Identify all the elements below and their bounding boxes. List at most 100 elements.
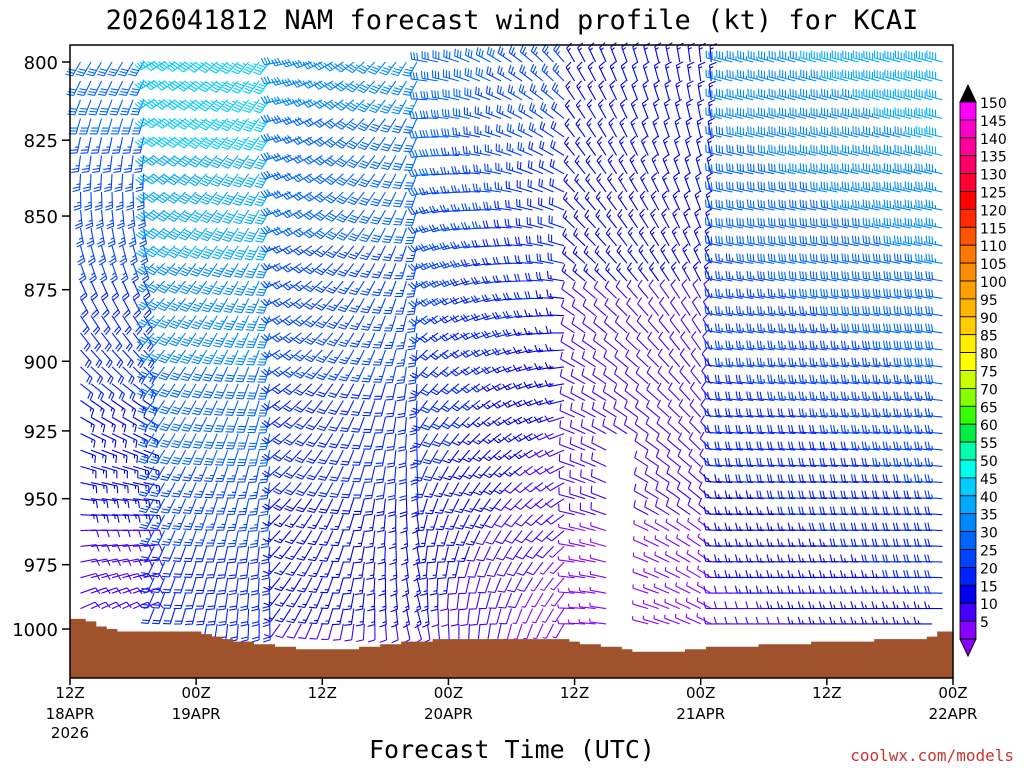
wind-barb [882,424,901,435]
wind-barb [233,245,250,261]
wind-barb [136,280,155,293]
wind-barb [329,449,344,465]
wind-barb [686,61,695,82]
wind-barb [670,279,681,299]
wind-barb [361,349,376,366]
wind-barb [80,366,93,385]
wind-barb [185,608,197,625]
wind-barb [685,117,693,138]
wind-barb [788,391,806,402]
wind-barb [335,136,355,149]
wind-barb [318,482,334,498]
wind-barb [747,69,764,82]
wind-barb [862,199,880,211]
wind-barb [534,308,554,317]
wind-barb [250,562,260,580]
wind-barb [360,298,376,314]
wind-barb [679,348,691,368]
wind-barb [436,530,449,547]
wind-barb [396,383,407,402]
wind-barb [904,199,922,211]
wind-barb [852,69,870,82]
wind-barb [691,296,702,316]
wind-barb [418,546,428,564]
wind-barb [180,383,197,399]
wind-barb [498,592,513,609]
wind-barb [883,340,901,351]
wind-barb [830,288,848,299]
wind-barb [863,69,880,82]
wind-barb [831,50,849,63]
wind-barb [101,498,120,509]
wind-barb [915,199,933,211]
colorbar-label: 80 [980,347,998,363]
wind-barb [439,204,459,213]
wind-barb [431,608,440,628]
wind-barb [735,474,754,484]
wind-barb [475,86,491,101]
wind-barb [80,482,98,494]
wind-barb [357,80,376,94]
wind-barb [735,374,754,385]
wind-barb [326,315,344,330]
wind-barb [391,623,399,644]
wind-barb [131,263,139,284]
wind-barb [149,498,166,514]
wind-barb [366,577,376,596]
wind-barb [664,61,672,82]
wind-barb [508,45,523,63]
wind-barb [799,253,817,264]
wind-barb [293,332,313,345]
wind-barb [653,615,670,625]
wind-barb [494,181,512,193]
wind-barb [840,474,859,484]
wind-barb [664,567,680,579]
wind-barb [653,599,670,610]
wind-barb [181,400,197,416]
wind-barb [271,280,292,290]
wind-barb [425,498,439,515]
wind-barb [101,416,116,433]
wind-barb [604,315,617,334]
wind-barb [422,449,439,465]
wind-barb [204,482,218,499]
wind-barb [809,323,827,334]
wind-barb [147,332,166,346]
wind-barb [257,383,271,400]
wind-barb [420,383,439,396]
wind-barb [757,144,775,157]
wind-barb [672,190,681,211]
wind-barb [789,181,806,193]
wind-barb [664,550,680,563]
wind-barb [672,172,681,193]
wind-barb [274,592,292,607]
wind-barb [260,349,281,359]
wind-barb [830,424,848,435]
wind-barb [497,577,512,593]
wind-barb [196,608,208,626]
wind-barb [111,465,128,479]
wind-barb [151,608,166,625]
wind-barb [778,199,796,211]
wind-barb [181,433,197,449]
y-tick-label: 925 [24,422,58,443]
wind-barb [831,107,849,120]
wind-barb [101,383,115,401]
wind-barb [666,432,681,451]
wind-barb [745,424,764,435]
wind-barb [799,235,817,247]
wind-barb [648,261,660,282]
colorbar-swatch [959,513,977,533]
wind-barb [295,498,313,513]
wind-barb [111,449,128,464]
wind-barb [777,474,796,484]
wind-barb [307,530,323,546]
wind-barb [746,253,764,264]
wind-barb [478,593,492,610]
wind-barb [395,332,407,350]
wind-barb [640,135,649,156]
wind-barb [169,383,187,398]
wind-barb [819,506,838,516]
wind-barb [284,530,302,545]
wind-barb [562,228,575,247]
